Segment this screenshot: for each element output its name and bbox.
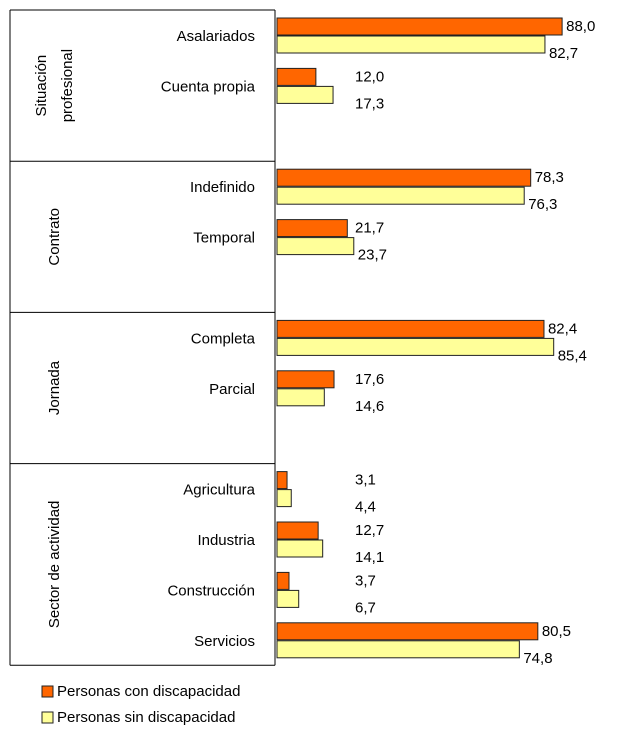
value-label: 14,1 [355,549,384,566]
value-label: 80,5 [542,623,571,640]
group-label: Sector de actividad [46,501,63,629]
bar [276,219,348,238]
value-label: 12,0 [355,68,384,85]
bar [276,640,520,659]
group-label: Situación profesional [33,49,76,122]
category-label: Temporal [193,230,255,247]
group-label: Jornada [46,360,63,415]
value-label: 6,7 [355,599,376,616]
category-label: Parcial [209,381,255,398]
bar [276,388,325,407]
value-label: 17,6 [355,371,384,388]
legend-label: Personas con discapacidad [57,683,240,700]
bar [276,319,545,338]
bar [276,17,563,36]
legend-swatch [41,685,54,698]
value-label: 76,3 [528,196,557,213]
category-label: Cuenta propia [161,78,256,95]
bar [276,35,546,54]
bar [276,168,532,187]
value-label: 17,3 [355,95,384,112]
category-label: Servicios [194,633,255,650]
value-label: 3,7 [355,572,376,589]
category-label: Construcción [167,582,255,599]
value-label: 21,7 [355,220,384,237]
category-label: Indefinido [190,179,255,196]
value-label: 78,3 [535,169,564,186]
group-label: Contrato [46,208,63,266]
value-label: 12,7 [355,522,384,539]
bar [276,67,317,86]
bar [276,471,288,490]
category-label: Industria [197,532,255,549]
value-label: 4,4 [355,499,376,516]
value-label: 74,8 [523,650,552,667]
legend-swatch [41,711,54,724]
bar [276,489,292,508]
category-label: Agricultura [183,482,255,499]
bar [276,237,355,256]
bar [276,539,324,558]
legend-label: Personas sin discapacidad [57,709,235,726]
value-label: 88,0 [566,18,595,35]
bar [276,370,335,389]
bar [276,521,319,540]
value-label: 14,6 [355,398,384,415]
value-label: 85,4 [558,347,587,364]
value-label: 23,7 [358,247,387,264]
bar [276,85,334,104]
bar [276,622,539,641]
category-label: Completa [191,330,256,347]
category-label: Asalariados [177,28,255,45]
value-label: 82,4 [548,320,577,337]
bar [276,571,290,590]
value-label: 82,7 [549,45,578,62]
bar [276,589,300,608]
bar [276,337,555,356]
value-label: 3,1 [355,472,376,489]
bar [276,186,525,205]
